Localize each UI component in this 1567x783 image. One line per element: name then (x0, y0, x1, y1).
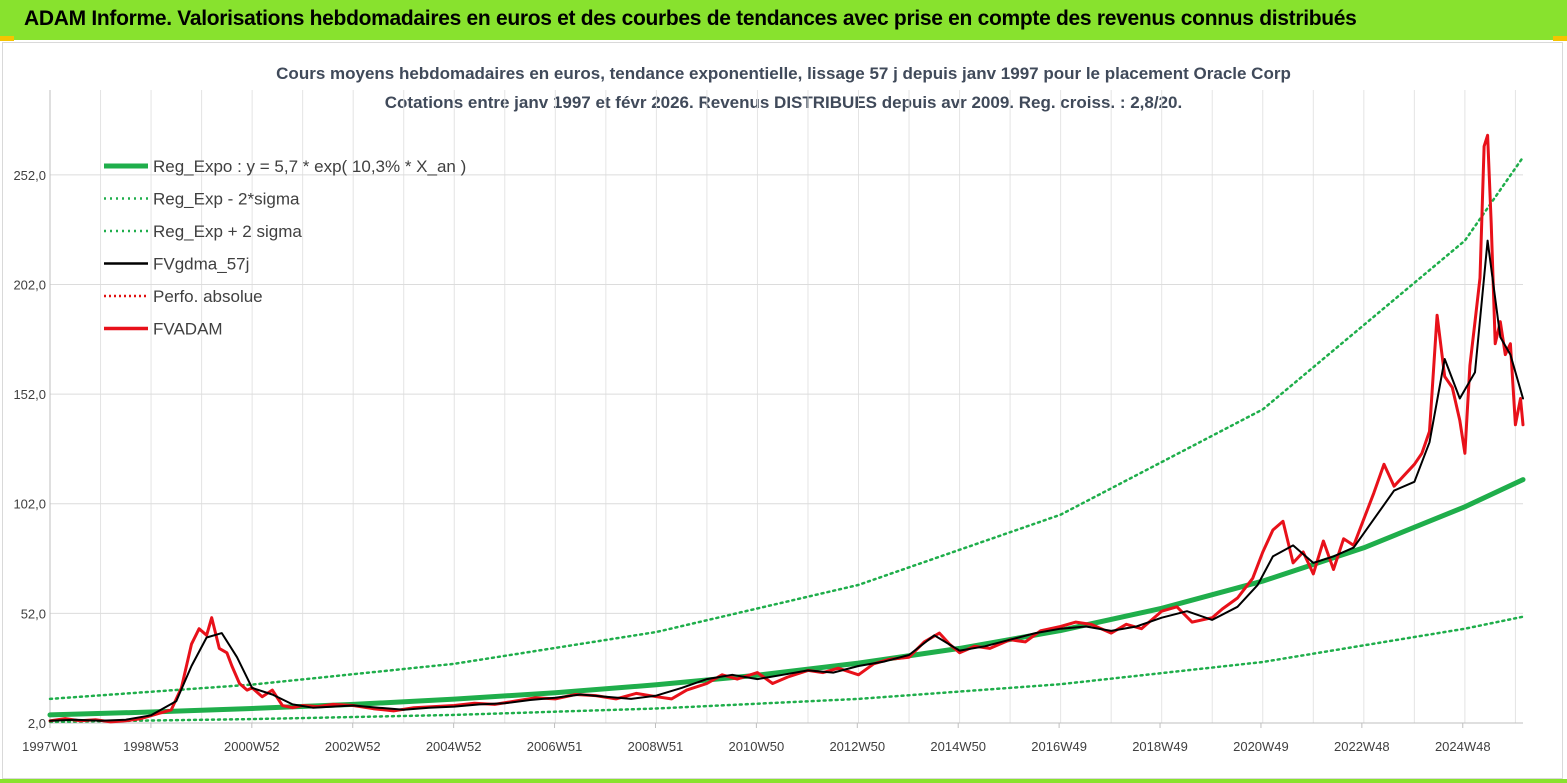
lower-sigma-line (48, 615, 1525, 724)
x-tick-label: 2012W50 (829, 739, 885, 754)
x-tick-label: 2022W48 (1334, 739, 1390, 754)
legend-label: FVgdma_57j (153, 255, 249, 274)
legend: Reg_Expo : y = 5,7 * exp( 10,3% * X_an )… (104, 157, 466, 339)
x-tick-label: 2010W50 (729, 739, 785, 754)
x-tick-label: 2016W49 (1031, 739, 1087, 754)
y-tick-label: 102,0 (13, 497, 46, 512)
x-tick-label: 2002W52 (325, 739, 381, 754)
x-tick-label: 2008W51 (628, 739, 684, 754)
chart-subtitle: Cotations entre janv 1997 et févr 2026. … (384, 93, 1183, 112)
x-tick-label: 1998W53 (123, 739, 179, 754)
y-tick-label: 202,0 (13, 277, 46, 292)
y-tick-label: 152,0 (13, 387, 46, 402)
legend-label: Perfo. absolue (153, 287, 263, 306)
y-tick-label: 252,0 (13, 168, 46, 183)
x-tick-label: 2024W48 (1435, 739, 1491, 754)
x-tick-label: 2020W49 (1233, 739, 1289, 754)
banner-title: ADAM Informe. Valorisations hebdomadaire… (24, 7, 1357, 30)
x-tick-label: 2018W49 (1132, 739, 1188, 754)
legend-label: Reg_Expo : y = 5,7 * exp( 10,3% * X_an ) (153, 157, 466, 176)
x-tick-label: 2000W52 (224, 739, 280, 754)
chart-title: Cours moyens hebdomadaires en euros, ten… (276, 64, 1291, 83)
grid-lines (49, 90, 1523, 724)
y-tick-label: 2,0 (28, 716, 46, 731)
title-banner: ADAM Informe. Valorisations hebdomadaire… (0, 0, 1567, 40)
y-tick-label: 52,0 (21, 606, 46, 621)
legend-label: Reg_Exp - 2*sigma (153, 190, 300, 209)
y-axis: 2,0 52,0 102,0 152,0 202,0 252,0 (13, 90, 51, 731)
x-axis: 1997W01 1998W53 2000W52 2002W52 2004W52 2006W… (22, 722, 1523, 754)
upper-sigma-line (48, 156, 1525, 701)
smoothed-line (49, 239, 1524, 722)
legend-label: Reg_Exp + 2 sigma (153, 222, 302, 241)
x-tick-label: 2004W52 (426, 739, 482, 754)
x-tick-label: 1997W01 (22, 739, 78, 754)
trend-line (47, 477, 1526, 718)
legend-label: FVADAM (153, 320, 223, 339)
x-tick-label: 2014W50 (930, 739, 986, 754)
bottom-strip (0, 779, 1567, 783)
x-tick-label: 2006W51 (527, 739, 583, 754)
banner-corner-left (0, 36, 14, 41)
plot-area (47, 133, 1526, 724)
banner-corner-right (1553, 36, 1567, 41)
